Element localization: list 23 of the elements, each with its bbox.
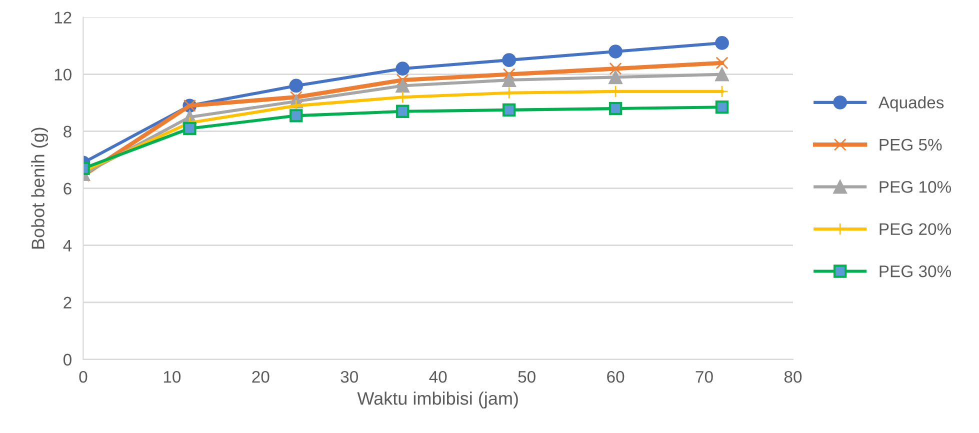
x-tick-label: 30 (340, 370, 358, 383)
y-tick-label: 2 (64, 296, 72, 308)
y-tick-label: 6 (64, 182, 72, 195)
legend-label: PEG 5% (880, 138, 942, 151)
x-tick-label: 20 (252, 370, 270, 383)
legend-label: PEG 10% (880, 181, 952, 193)
y-tick-label: 10 (54, 68, 72, 81)
x-tick-label: 10 (164, 370, 181, 383)
y-tick-label: 0 (63, 354, 72, 366)
x-tick-label: 0 (79, 370, 88, 383)
x-tick-label: 60 (607, 370, 624, 383)
x-axis-title: Waktu imbibisi (jam) (357, 392, 518, 408)
legend-label: PEG 20% (880, 223, 952, 236)
legend-label: Aquades (878, 96, 944, 112)
x-tick-label: 70 (696, 370, 713, 383)
y-axis-title: Bobot benih (g) (31, 128, 48, 249)
y-tick-label: 12 (54, 12, 72, 24)
legend-label: PEG 30% (880, 265, 952, 278)
x-tick-label: 80 (784, 370, 802, 383)
x-tick-label: 40 (429, 370, 447, 383)
y-tick-label: 8 (64, 126, 72, 138)
x-tick-label: 50 (518, 370, 536, 383)
y-tick-label: 4 (63, 240, 72, 252)
